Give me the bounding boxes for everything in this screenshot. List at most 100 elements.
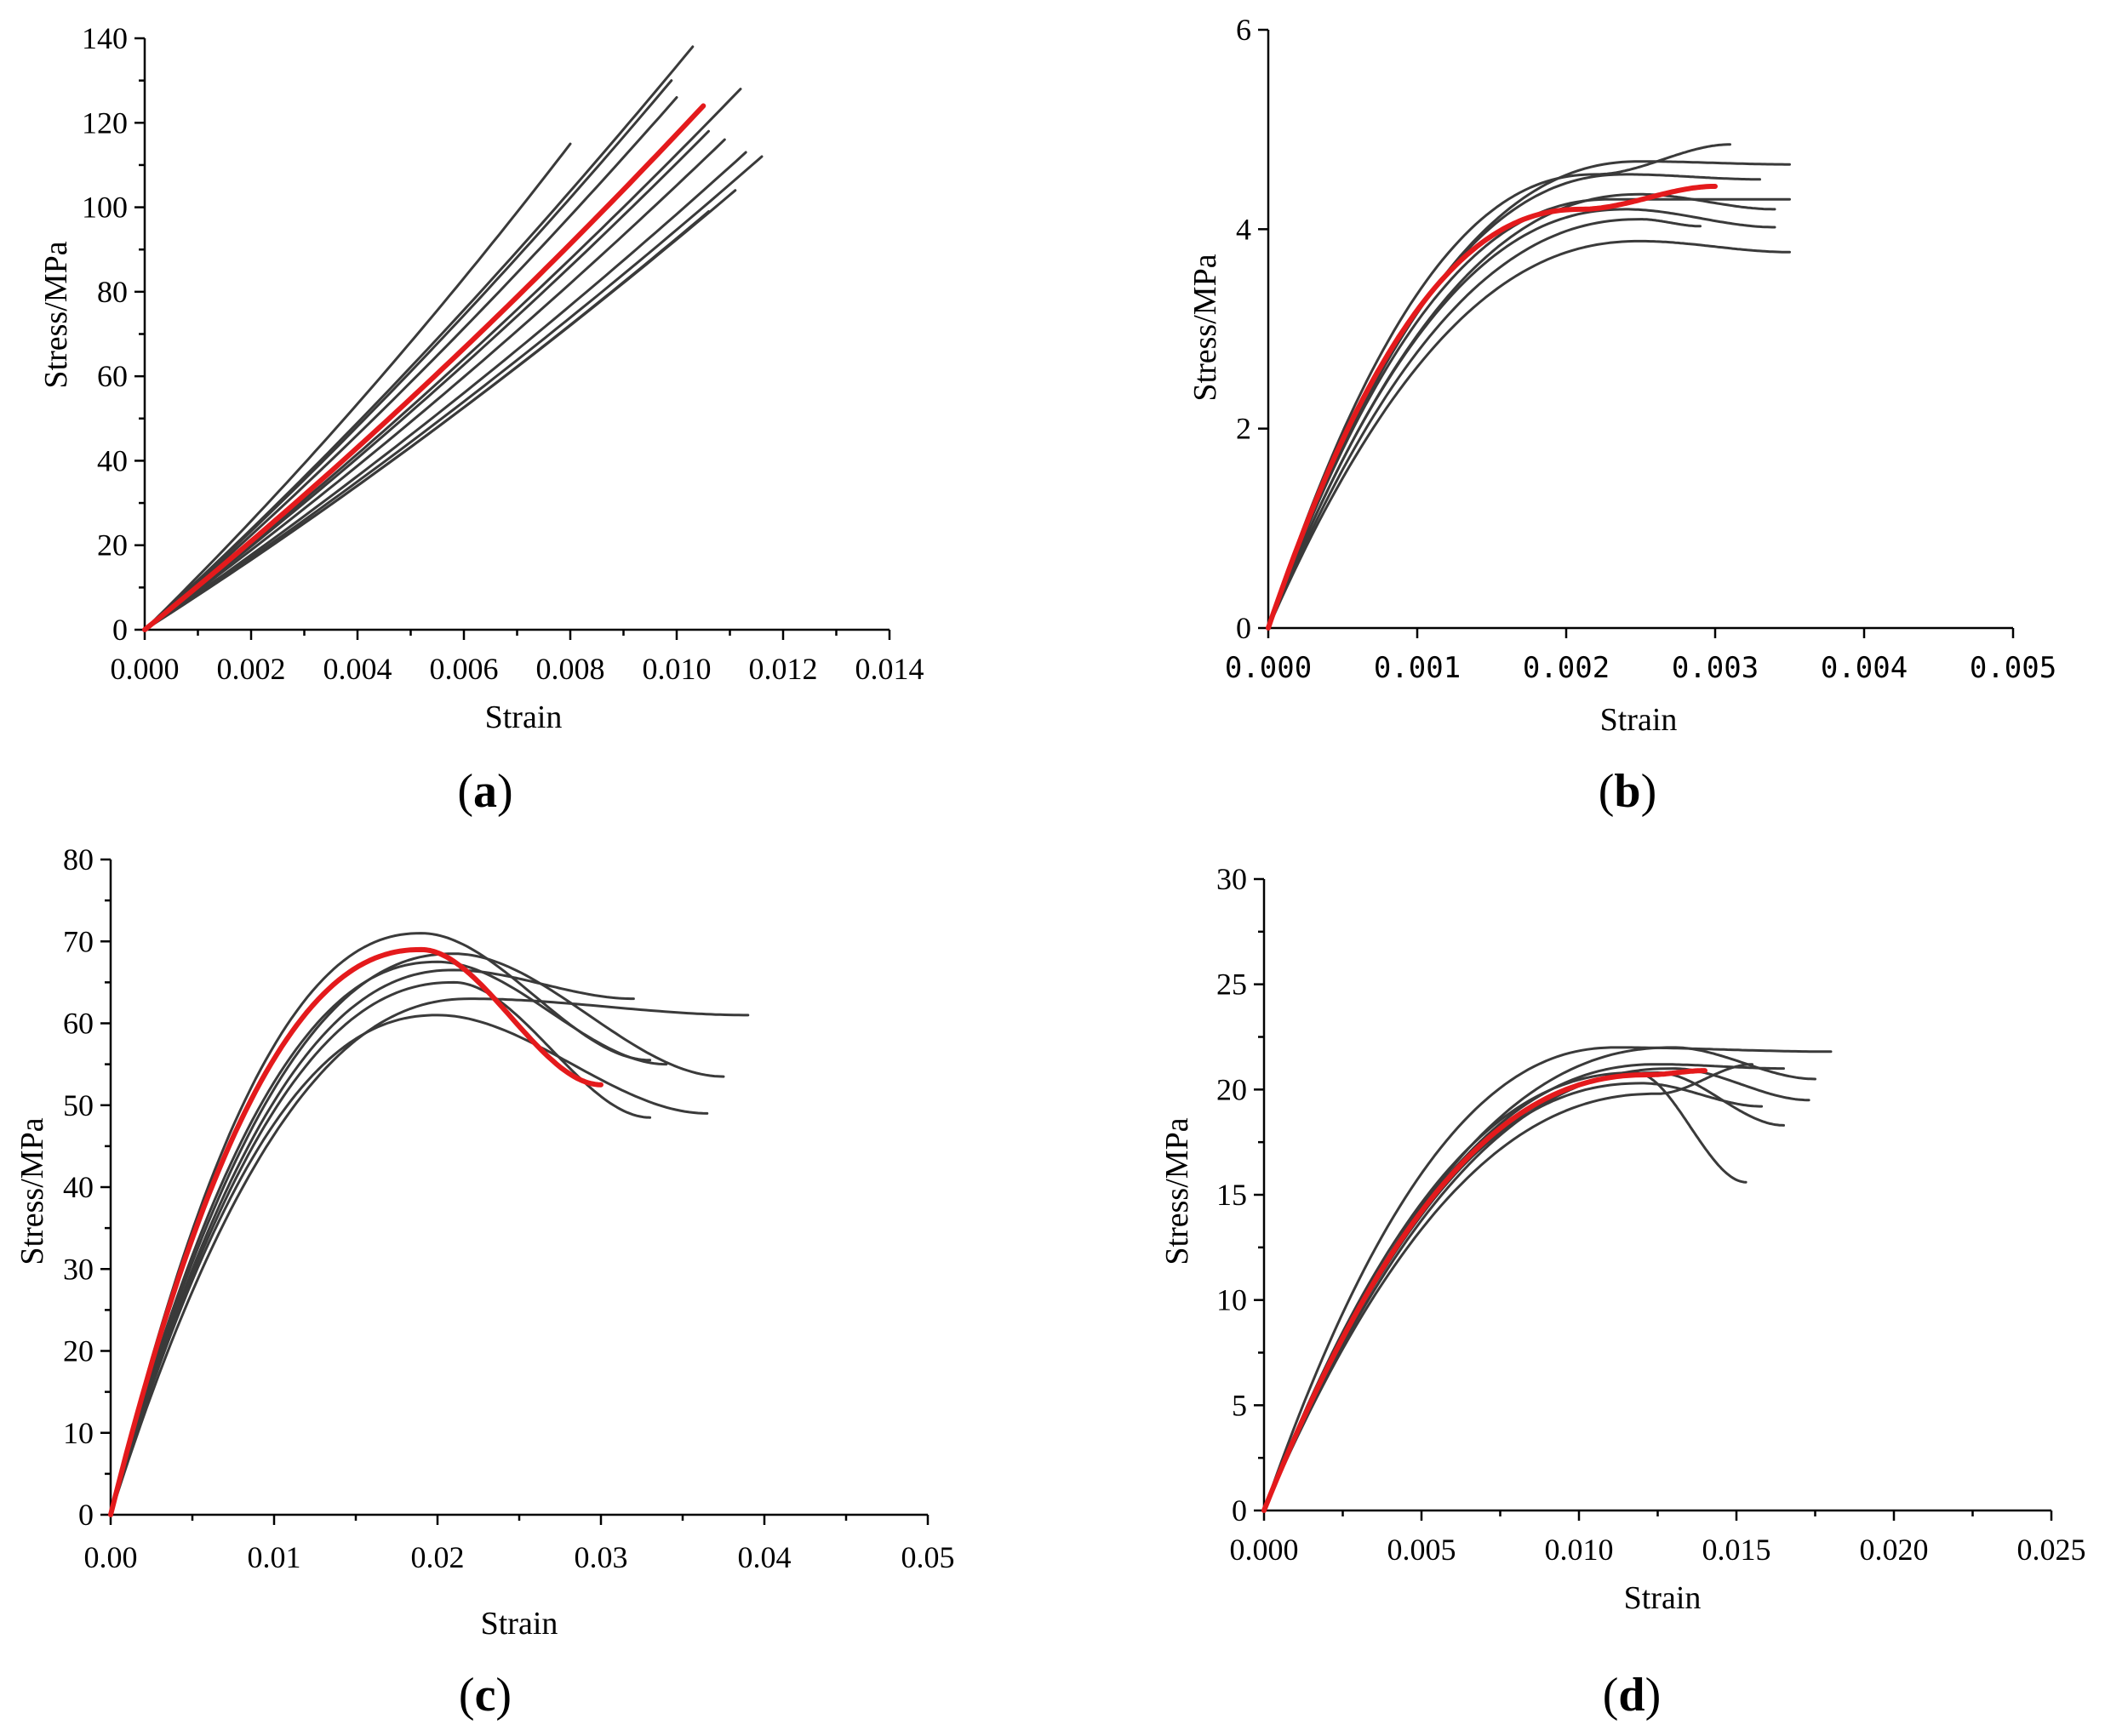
panel-c-y-tick-label: 40 [63, 1170, 94, 1204]
panel-a-label: (a) [457, 765, 512, 818]
panel-a-y-tick-label: 80 [97, 275, 128, 309]
panel-b-mean-line [1266, 184, 1718, 631]
panel-c-y-tick-label: 80 [63, 842, 94, 877]
panel-a-x-tick-label: 0.008 [536, 652, 605, 686]
panel-c-y-tick-label: 70 [63, 924, 94, 958]
panel-a-specimen-6-line [143, 129, 710, 631]
panel-a-x-tick-label: 0.012 [749, 652, 818, 686]
panel-b-x-tick-label: 0.002 [1523, 651, 1610, 685]
panel-c-y-tick-label: 0 [78, 1498, 94, 1532]
panel-b-specimen-4-line [1267, 197, 1791, 630]
panel-a-y-tick-label: 20 [97, 528, 128, 562]
panel-c-plot: 0.00 0.01 0.02 0.03 0.04 0.05 0 10 20 30 40 50 60 70 8… [63, 842, 955, 1574]
panel-a-ylabel: Stress/MPa [38, 241, 74, 388]
panel-d-plot: 0.000 0.005 0.010 0.015 0.020 0.025 0 5 10 15 20 25… [1216, 862, 2086, 1567]
panel-c-ylabel: Stress/MPa [14, 1117, 50, 1265]
panel-d-y-tick-label: 25 [1216, 968, 1247, 1002]
panel-d-y-tick-label: 10 [1216, 1283, 1247, 1317]
panel-d-y-tick-label: 15 [1216, 1178, 1247, 1212]
panel-b-y-tick-label: 4 [1236, 212, 1251, 246]
panel-c-y-tick-label: 20 [63, 1334, 94, 1368]
panel-a-y-tick-label: 60 [97, 359, 128, 393]
panel-d-x-tick-label: 0.000 [1230, 1533, 1299, 1567]
panel-b-label: (b) [1599, 765, 1656, 818]
panel-c-y-tick-label: 10 [63, 1416, 94, 1450]
panel-d-specimen-6-line [1262, 1082, 1764, 1512]
panel-a-specimen-11-line [143, 210, 710, 631]
panel-c-x-tick-label: 0.05 [901, 1540, 955, 1574]
panel-a-x-tick-label: 0.002 [217, 652, 286, 686]
panel-d-x-tick-label: 0.015 [1702, 1533, 1771, 1567]
panel-d-y-tick-label: 5 [1232, 1388, 1247, 1422]
panel-b-x-tick-label: 0.001 [1374, 651, 1461, 685]
panel-c-specimen-6-line [109, 997, 750, 1516]
panel-d-specimen-4-line [1262, 1067, 1810, 1512]
panel-b-specimen-7-line [1267, 218, 1702, 630]
panel-d-specimen-2-line [1262, 1046, 1816, 1512]
panel-b-x-tick-label: 0.004 [1821, 651, 1908, 685]
panel-c-x-tick-label: 0.03 [575, 1540, 628, 1574]
panel-c: 0.00 0.01 0.02 0.03 0.04 0.05 0 10 20 30 40 50 60 70 8… [14, 842, 955, 1722]
panel-d-ylabel: Stress/MPa [1159, 1117, 1195, 1265]
panel-c-specimen-3-line [109, 960, 668, 1516]
panel-a-x-tick-label: 0.014 [855, 652, 924, 686]
panel-b-y-tick-label: 0 [1236, 611, 1251, 645]
panel-a-mean-line [142, 103, 706, 632]
panel-a-x-tick-label: 0.006 [430, 652, 499, 686]
panel-b-x-tick-label: 0.003 [1672, 651, 1759, 685]
panel-d: 0.000 0.005 0.010 0.015 0.020 0.025 0 5 10 15 20 25… [1159, 862, 2086, 1722]
panel-a-specimen-7-line [143, 138, 726, 631]
panel-a-specimen-4-line [143, 96, 678, 631]
panel-a-y-tick-label: 140 [82, 21, 128, 55]
panel-b-y-tick-label: 2 [1236, 412, 1251, 446]
panel-b: 0.000 0.001 0.002 0.003 0.004 0.005 0 2 4 6 Strai… [1187, 13, 2056, 818]
panel-a-y-tick-label: 0 [112, 613, 128, 647]
panel-a-x-tick-label: 0.000 [111, 652, 180, 686]
panel-d-label: (d) [1603, 1669, 1661, 1722]
panel-b-specimen-1-line [1267, 143, 1731, 630]
panel-b-specimen-8-line [1267, 239, 1791, 630]
panel-d-x-tick-label: 0.005 [1387, 1533, 1456, 1567]
panel-d-x-tick-label: 0.020 [1860, 1533, 1929, 1567]
panel-d-xlabel: Strain [1624, 1580, 1702, 1616]
panel-d-y-tick-label: 30 [1216, 862, 1247, 896]
panel-d-specimen-5-line [1262, 1071, 1785, 1512]
panel-d-y-tick-label: 20 [1216, 1072, 1247, 1106]
panel-a-y-tick-label: 100 [82, 191, 128, 225]
panel-d-x-tick-label: 0.010 [1545, 1533, 1614, 1567]
panel-b-plot: 0.000 0.001 0.002 0.003 0.004 0.005 0 2 4 6 [1225, 13, 2056, 685]
panel-c-specimen-4-line [109, 968, 635, 1516]
panel-a-x-tick-label: 0.010 [643, 652, 712, 686]
panel-a: 0.000 0.002 0.004 0.006 0.008 0.010 0.012 0.014… [38, 21, 924, 818]
panel-b-specimen-5-line [1267, 192, 1776, 630]
panel-d-specimen-8-line [1262, 1063, 1753, 1512]
panel-b-x-tick-label: 0.000 [1225, 651, 1312, 685]
panel-a-specimen-3-line [143, 79, 673, 631]
panel-c-mean-line [108, 946, 603, 1517]
panel-c-x-tick-label: 0.04 [738, 1540, 792, 1574]
panel-a-specimen-8-line [143, 151, 747, 631]
panel-c-specimen-7-line [109, 1014, 709, 1516]
panel-b-xlabel: Strain [1600, 702, 1678, 738]
panel-c-label: (c) [459, 1669, 512, 1722]
panel-b-specimen-6-line [1267, 208, 1776, 630]
panel-d-specimen-7-line [1262, 1071, 1747, 1512]
panel-d-specimen-1-line [1262, 1046, 1833, 1512]
panel-c-y-tick-label: 50 [63, 1088, 94, 1122]
panel-b-specimen-2-line [1267, 160, 1791, 630]
panel-c-specimen-1-line [109, 932, 652, 1516]
panel-c-x-tick-label: 0.00 [84, 1540, 138, 1574]
panel-a-specimen-1-line [143, 142, 572, 631]
panel-a-plot: 0.000 0.002 0.004 0.006 0.008 0.010 0.012 0.014… [82, 21, 924, 686]
panel-a-specimen-2-line [143, 45, 695, 631]
panel-d-y-tick-label: 0 [1232, 1493, 1247, 1528]
panel-c-x-tick-label: 0.01 [248, 1540, 301, 1574]
panel-d-mean-line [1261, 1068, 1707, 1513]
panel-a-specimen-9-line [143, 155, 764, 631]
panel-a-xlabel: Strain [485, 700, 563, 735]
panel-c-xlabel: Strain [481, 1606, 558, 1642]
panel-b-ylabel: Stress/MPa [1187, 254, 1223, 401]
panel-c-y-tick-label: 60 [63, 1007, 94, 1041]
panel-b-y-tick-label: 6 [1236, 13, 1251, 47]
